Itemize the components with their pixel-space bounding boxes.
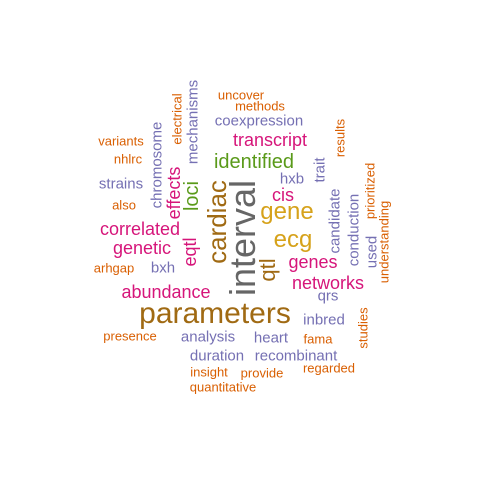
word-correlated: correlated xyxy=(99,219,181,239)
word-qtl: qtl xyxy=(255,258,280,282)
word-studies: studies xyxy=(355,307,371,349)
word-effects: effects xyxy=(164,166,184,220)
word-genetic: genetic xyxy=(112,238,172,258)
word-identified: identified xyxy=(213,151,295,173)
word-parameters: parameters xyxy=(139,297,291,330)
word-genes: genes xyxy=(288,252,338,272)
word-uncover: uncover xyxy=(217,87,265,103)
word-recombinant: recombinant xyxy=(254,347,338,365)
word-strains: strains xyxy=(98,175,144,193)
word-electrical: electrical xyxy=(169,93,185,145)
word-qrs: qrs xyxy=(317,287,339,305)
word-inbred: inbred xyxy=(303,311,345,329)
word-ecg: ecg xyxy=(273,226,313,253)
word-arhgap: arhgap xyxy=(93,260,135,276)
word-analysis: analysis xyxy=(180,328,236,346)
word-eqtl: eqtl xyxy=(180,237,200,267)
word-nhlrc: nhlrc xyxy=(113,151,143,167)
word-quantitative: quantitative xyxy=(189,379,257,395)
word-coexpression: coexpression xyxy=(214,112,304,130)
word-cis: cis xyxy=(272,185,294,205)
word-loci: loci xyxy=(181,180,203,212)
word-regarded: regarded xyxy=(302,360,356,376)
word-results: results xyxy=(332,118,348,158)
word-presence: presence xyxy=(103,328,157,344)
word-provide: provide xyxy=(240,365,284,381)
word-networks: networks xyxy=(291,273,365,293)
word-gene: gene xyxy=(260,198,314,225)
word-insight: insight xyxy=(190,364,228,380)
word-mechanisms: mechanisms xyxy=(184,79,202,165)
word-prioritized: prioritized xyxy=(362,162,378,220)
word-heart: heart xyxy=(253,329,289,347)
word-duration: duration xyxy=(189,347,245,365)
word-understanding: understanding xyxy=(376,200,392,284)
word-candidate: candidate xyxy=(326,188,344,254)
word-fama: fama xyxy=(303,331,333,347)
word-chromosome: chromosome xyxy=(148,121,166,209)
word-also: also xyxy=(112,197,136,213)
word-cardiac: cardiac xyxy=(202,180,232,264)
word-conduction: conduction xyxy=(345,193,363,267)
word-variants: variants xyxy=(98,133,144,149)
word-transcript: transcript xyxy=(232,130,308,150)
word-hxb: hxb xyxy=(279,170,305,188)
word-abundance: abundance xyxy=(121,282,211,302)
word-bxh: bxh xyxy=(150,259,176,277)
word-methods: methods xyxy=(235,98,285,114)
word-trait: trait xyxy=(311,157,329,183)
